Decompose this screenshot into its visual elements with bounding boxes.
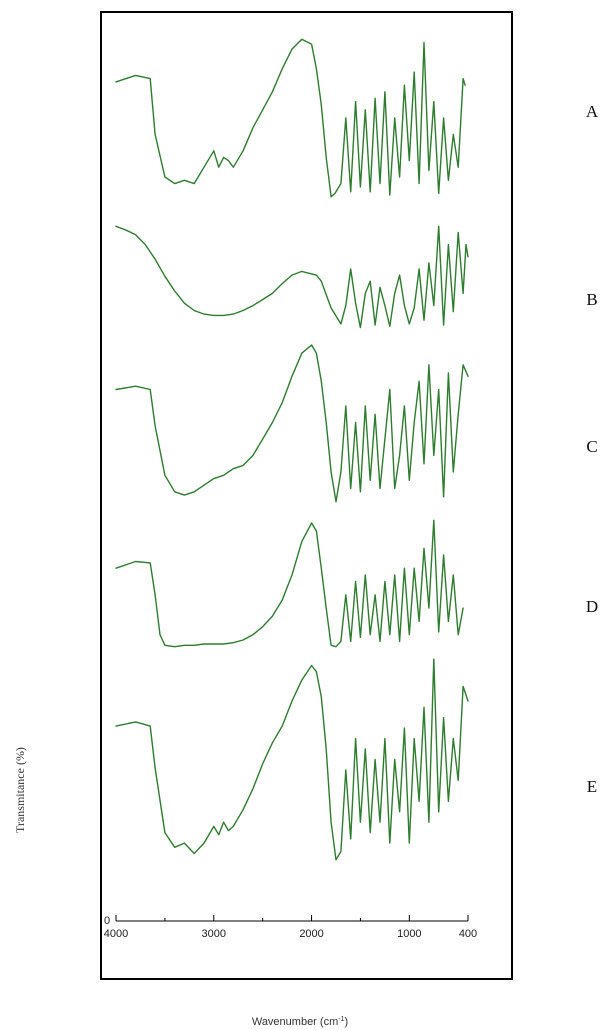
x-axis: 4000 3000 2000 1000 400 bbox=[104, 915, 477, 940]
x-tick-label-1000: 1000 bbox=[397, 928, 421, 940]
y-tick-zero: 0 bbox=[104, 915, 110, 927]
series-layer bbox=[115, 38, 469, 861]
series-line-d bbox=[115, 519, 464, 648]
x-axis-label-close: ) bbox=[344, 1016, 348, 1028]
x-axis-label-sup: -1 bbox=[338, 1016, 344, 1023]
series-line-c bbox=[115, 344, 469, 503]
series-label-d: D bbox=[586, 597, 598, 616]
x-tick-label-2000: 2000 bbox=[299, 928, 323, 940]
y-axis-label: Transmitance (%) bbox=[13, 747, 27, 833]
x-tick-label-3000: 3000 bbox=[202, 928, 226, 940]
x-axis-label-main: Wavenumber (cm bbox=[252, 1016, 338, 1028]
series-label-a: A bbox=[586, 102, 599, 121]
x-axis-label: Wavenumber (cm-1) bbox=[252, 1016, 348, 1028]
series-label-e: E bbox=[587, 777, 597, 796]
series-line-a bbox=[115, 38, 466, 198]
series-line-b bbox=[115, 225, 469, 329]
x-tick-label-4000: 4000 bbox=[104, 928, 128, 940]
series-line-e bbox=[115, 658, 469, 861]
series-label-b: B bbox=[586, 290, 597, 309]
series-labels: A B C D E bbox=[586, 102, 599, 796]
x-tick-label-400: 400 bbox=[459, 928, 477, 940]
series-label-c: C bbox=[586, 437, 597, 456]
